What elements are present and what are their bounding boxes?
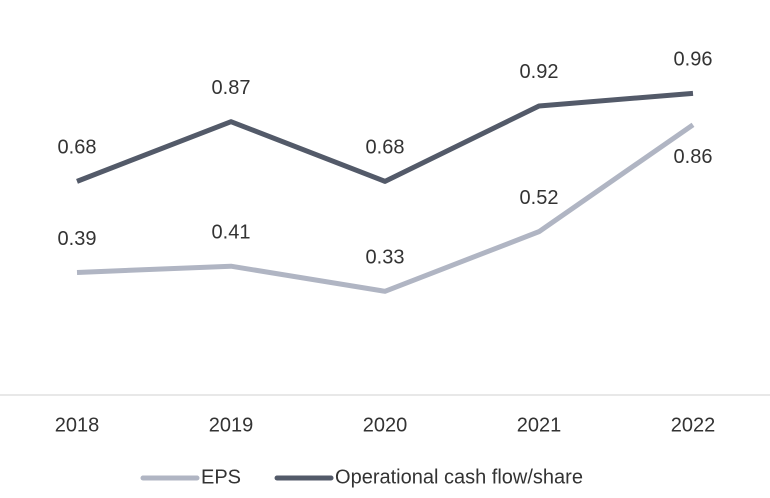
series-line — [76, 122, 695, 294]
data-label: 0.68 — [58, 137, 97, 159]
x-tick-label: 2022 — [671, 414, 716, 436]
data-label: 0.39 — [58, 228, 97, 250]
x-tick-label: 2018 — [55, 414, 100, 436]
data-label: 0.87 — [212, 77, 251, 99]
x-tick-label: 2021 — [517, 414, 562, 436]
data-label: 0.52 — [520, 187, 559, 209]
data-label: 0.96 — [674, 49, 713, 71]
data-label: 0.86 — [674, 146, 713, 168]
legend-label: Operational cash flow/share — [335, 466, 583, 488]
data-label: 0.33 — [366, 247, 405, 269]
legend-label: EPS — [201, 466, 241, 488]
x-tick-label: 2020 — [363, 414, 408, 436]
data-label: 0.41 — [212, 221, 251, 243]
series-line — [76, 90, 694, 184]
data-label: 0.68 — [366, 137, 405, 159]
x-tick-label: 2019 — [209, 414, 254, 436]
data-label: 0.92 — [520, 61, 559, 83]
